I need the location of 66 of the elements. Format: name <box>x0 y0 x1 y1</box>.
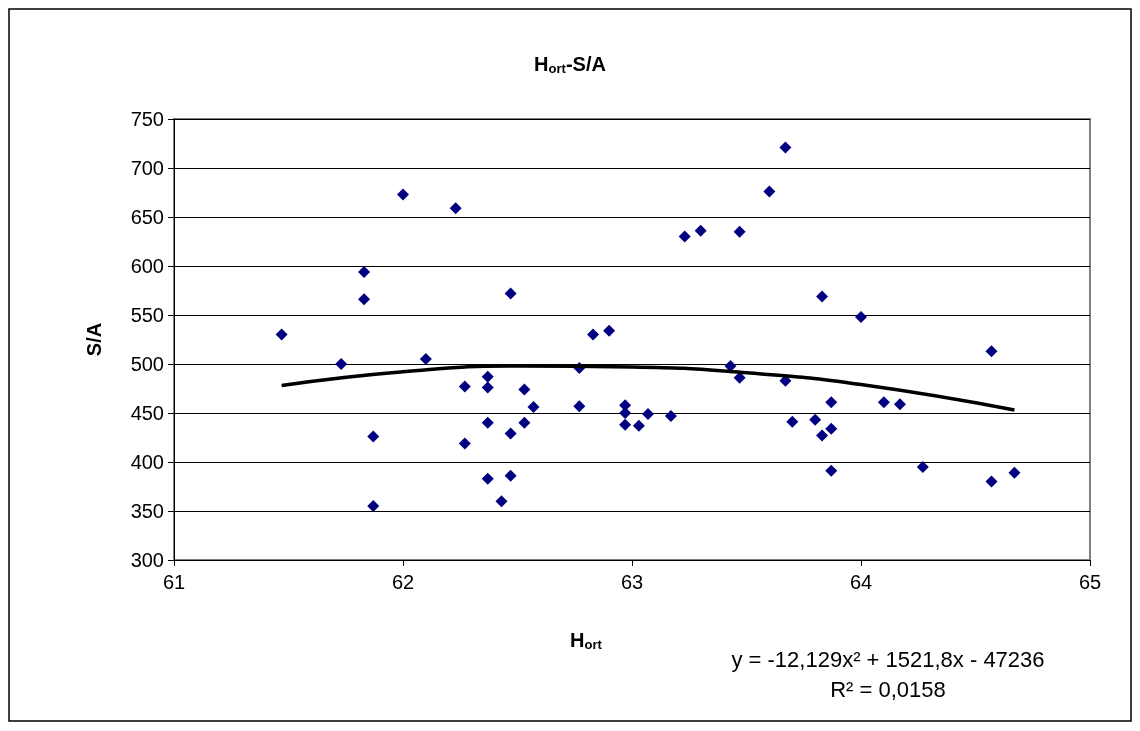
point <box>603 324 616 337</box>
y-tick-label: 500 <box>130 353 164 375</box>
point <box>481 472 494 485</box>
point <box>877 396 890 409</box>
y-tick-label: 650 <box>130 206 164 228</box>
point <box>458 380 471 393</box>
point <box>893 398 906 411</box>
point <box>358 265 371 278</box>
point <box>678 230 691 243</box>
y-tick-label: 600 <box>130 255 164 277</box>
y-tick-label: 750 <box>130 108 164 130</box>
point <box>275 328 288 341</box>
point <box>816 290 829 303</box>
point <box>619 418 632 431</box>
point <box>825 422 838 435</box>
point <box>985 345 998 358</box>
point <box>855 310 867 323</box>
point <box>504 469 517 482</box>
point <box>825 464 838 477</box>
point <box>481 381 494 394</box>
point <box>733 225 746 238</box>
point <box>786 415 799 428</box>
point <box>397 188 409 201</box>
point <box>335 358 348 370</box>
point <box>779 141 792 154</box>
point <box>916 460 929 473</box>
point <box>527 401 540 414</box>
x-tick-label: 65 <box>1078 571 1102 593</box>
point <box>587 328 600 341</box>
point <box>419 353 432 366</box>
point <box>518 416 531 429</box>
point <box>985 475 998 488</box>
point <box>573 400 586 413</box>
point <box>632 419 645 432</box>
point <box>763 185 776 198</box>
point <box>809 413 822 426</box>
y-tick-label: 350 <box>130 500 164 522</box>
text: y = -12,129x² + 1521,8x - 47236 <box>731 646 1045 672</box>
y-tick-label: 550 <box>130 304 164 326</box>
point <box>642 407 655 420</box>
x-tick-label: 61 <box>162 571 186 593</box>
point <box>825 396 838 409</box>
point <box>458 437 471 450</box>
point <box>694 224 707 237</box>
point <box>358 293 371 306</box>
y-tick-label: 400 <box>130 451 164 473</box>
point <box>504 427 517 440</box>
point <box>1008 466 1021 479</box>
point <box>449 202 462 215</box>
y-tick-label: 300 <box>130 549 164 571</box>
point <box>816 429 829 442</box>
point <box>504 287 517 300</box>
point <box>367 500 380 513</box>
x-tick-label: 63 <box>620 571 644 593</box>
point <box>481 416 494 429</box>
y-tick-label: 700 <box>130 157 164 179</box>
point <box>664 409 677 422</box>
x-tick-label: 62 <box>391 571 415 593</box>
x-tick-label: 64 <box>849 571 873 593</box>
y-tick-label: 450 <box>130 402 164 424</box>
y-axis-title: S/A <box>83 322 105 357</box>
text: R² = 0,0158 <box>830 676 946 702</box>
point <box>367 430 380 443</box>
point <box>518 383 531 396</box>
point <box>481 370 494 383</box>
point <box>495 495 508 508</box>
